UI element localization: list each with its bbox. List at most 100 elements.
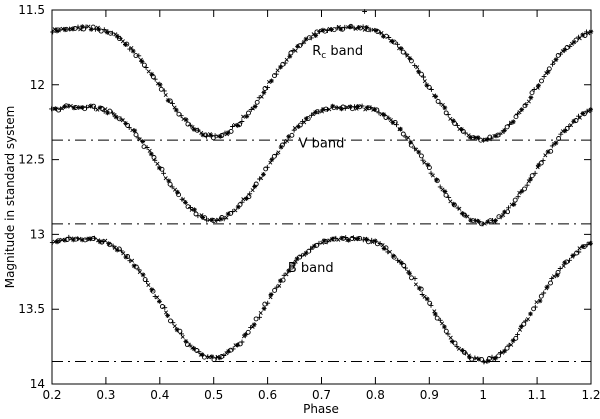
data-point-plus [299, 41, 305, 47]
data-point-cross [129, 258, 135, 263]
data-point-cross [269, 78, 274, 83]
data-point-cross [80, 105, 85, 110]
data-point-circle [202, 215, 208, 221]
data-point-circle [237, 202, 243, 208]
data-point-cross [313, 33, 318, 38]
data-point-cross [586, 31, 591, 36]
data-point-cross [577, 115, 582, 120]
data-point-circle [246, 110, 251, 116]
data-point-cross [296, 124, 301, 129]
data-point-cross [460, 348, 465, 353]
data-point-circle [167, 181, 173, 187]
data-point-circle [383, 115, 389, 120]
data-point-plus [541, 74, 547, 79]
data-point-cross [415, 65, 420, 70]
data-point-cross [146, 282, 151, 288]
data-point-plus [221, 353, 227, 358]
data-point-circle [479, 356, 484, 362]
data-point-cross [456, 346, 462, 351]
data-point-circle [262, 86, 268, 91]
data-point-cross [430, 173, 435, 178]
data-point-plus [144, 279, 149, 284]
data-point-circle [461, 349, 467, 355]
data-point-plus [317, 29, 322, 35]
data-point-cross [132, 128, 137, 133]
y-tick-label: 12.5 [18, 153, 45, 167]
data-point-cross [252, 184, 257, 189]
data-point-cross [241, 114, 246, 119]
data-point-circle [451, 202, 457, 208]
y-tick-label: 14 [30, 377, 45, 391]
data-point-cross [276, 150, 281, 155]
data-point-circle [124, 41, 130, 47]
data-point-cross [387, 249, 392, 254]
data-point-plus [239, 119, 245, 124]
data-point-circle [348, 23, 354, 29]
y-axis-label: Magnitude in standard system [3, 106, 17, 289]
data-point-cross [433, 312, 438, 317]
data-point-circle [391, 254, 397, 260]
data-point-circle [289, 264, 295, 270]
data-point-cross [294, 256, 300, 261]
data-point-plus [127, 258, 133, 264]
data-point-cross [588, 29, 593, 34]
data-point-circle [125, 254, 131, 259]
data-point-cross [157, 299, 162, 304]
data-point-cross [416, 150, 421, 155]
data-point-plus [265, 300, 271, 306]
x-tick-label: 1.2 [581, 388, 600, 402]
data-point-circle [469, 356, 475, 362]
data-point-plus [437, 184, 443, 190]
data-point-circle [254, 99, 260, 105]
data-point-cross [149, 72, 154, 77]
data-point-circle [141, 144, 147, 150]
data-point-cross [448, 335, 453, 340]
data-point-circle [253, 316, 259, 322]
data-point-circle [556, 136, 562, 141]
data-point-circle [582, 33, 588, 38]
data-point-cross [422, 160, 427, 165]
data-point-plus [119, 248, 124, 254]
data-point-circle [529, 173, 535, 179]
data-point-plus [524, 182, 530, 188]
data-point-cross [425, 296, 430, 302]
data-point-circle [504, 124, 510, 130]
data-point-circle [564, 259, 570, 265]
data-point-plus [497, 131, 503, 137]
data-point-plus [161, 170, 166, 176]
data-point-plus [170, 320, 176, 326]
data-point-circle [289, 132, 295, 138]
data-point-plus [498, 214, 504, 220]
data-point-plus [412, 276, 418, 281]
data-point-cross [174, 108, 179, 113]
data-point-plus [324, 239, 330, 245]
data-point-cross [493, 218, 498, 223]
data-point-cross [485, 358, 490, 364]
data-point-plus [488, 136, 494, 142]
series-B [49, 234, 593, 365]
data-point-cross [442, 324, 447, 329]
data-point-plus [333, 235, 339, 241]
data-point-cross [577, 36, 582, 41]
x-tick-label: 1 [479, 388, 487, 402]
data-point-circle [426, 84, 432, 90]
data-point-cross [180, 334, 185, 339]
data-point-plus [325, 28, 330, 33]
data-point-plus [377, 241, 383, 246]
data-point-circle [408, 142, 414, 148]
data-point-plus [264, 164, 270, 170]
data-point-plus [428, 303, 434, 308]
data-point-circle [228, 347, 234, 353]
data-point-plus [169, 184, 175, 190]
data-point-cross [448, 116, 453, 121]
data-point-circle [219, 133, 225, 138]
data-point-cross [553, 140, 559, 145]
data-point-plus [515, 111, 520, 117]
data-point-cross [413, 282, 418, 287]
data-point-cross [224, 215, 229, 220]
data-point-circle [581, 244, 587, 250]
data-point-plus [549, 276, 555, 281]
data-point-cross [467, 355, 472, 360]
data-point-plus [195, 127, 201, 133]
data-point-cross [442, 189, 447, 194]
